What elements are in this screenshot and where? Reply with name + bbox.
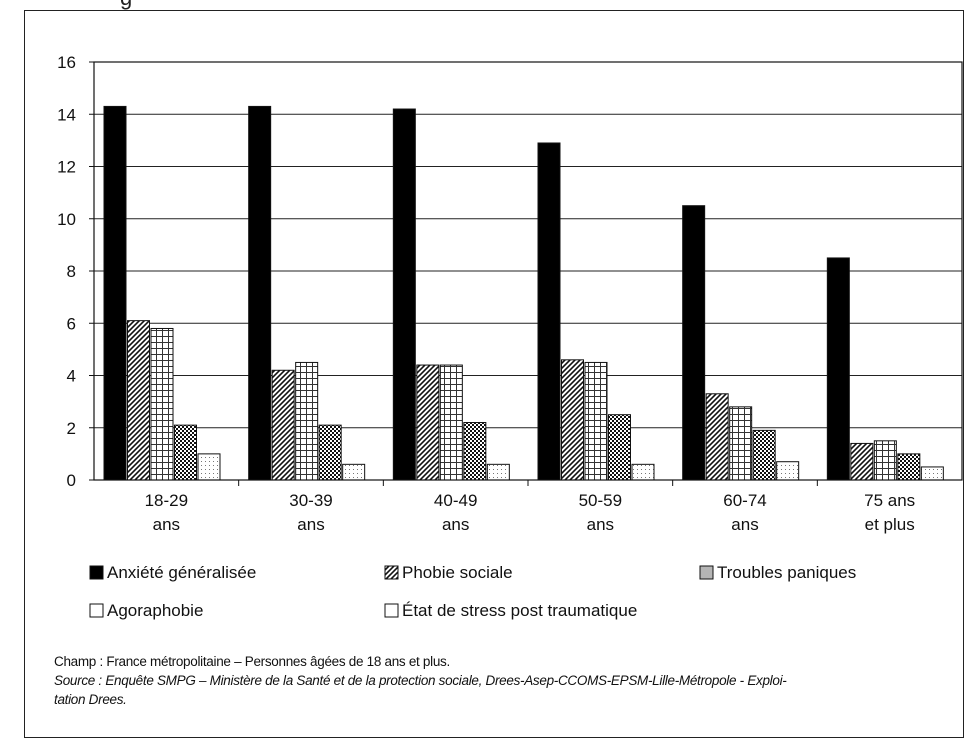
bar bbox=[103, 105, 127, 481]
y-tick-label: 8 bbox=[67, 262, 76, 281]
y-tick-label: 16 bbox=[57, 53, 76, 72]
x-tick-label: et plus bbox=[865, 515, 915, 534]
bar bbox=[897, 453, 921, 481]
bar bbox=[682, 205, 706, 481]
bar bbox=[705, 393, 729, 481]
bar bbox=[392, 108, 416, 481]
champ-note: Champ : France métropolitaine – Personne… bbox=[54, 654, 450, 669]
gridlines bbox=[94, 113, 962, 429]
bar bbox=[197, 453, 221, 481]
partial-title: g bbox=[120, 0, 132, 10]
bar bbox=[295, 361, 319, 481]
bar bbox=[729, 406, 753, 481]
bar bbox=[826, 257, 850, 481]
x-tick-label: 75 ans bbox=[864, 491, 915, 510]
bar bbox=[150, 327, 174, 481]
legend-swatch bbox=[384, 603, 399, 618]
x-tick-label: 30-39 bbox=[289, 491, 332, 510]
legend-label: État de stress post traumatique bbox=[402, 601, 637, 620]
legend-label: Troubles paniques bbox=[717, 563, 856, 582]
bar bbox=[127, 320, 150, 481]
x-tick-label: ans bbox=[442, 515, 469, 534]
y-tick-label: 4 bbox=[67, 367, 76, 386]
bar bbox=[920, 466, 944, 481]
bar bbox=[608, 414, 631, 481]
x-tick-label: ans bbox=[587, 515, 614, 534]
axes: 0 2 4 6 8 10 12 14 16 18-29 ans 30-39 ans 40-49 ans 50-… bbox=[57, 53, 963, 534]
y-tick-label: 2 bbox=[67, 419, 76, 438]
bar bbox=[850, 442, 874, 481]
legend-label: Agoraphobie bbox=[107, 601, 203, 620]
x-tick-label: ans bbox=[731, 515, 758, 534]
y-tick-label: 6 bbox=[67, 314, 76, 333]
x-tick-label: ans bbox=[153, 515, 180, 534]
source-note-line-1: Source : Enquête SMPG – Ministère de la … bbox=[54, 673, 787, 688]
x-tick-label: 60-74 bbox=[723, 491, 766, 510]
bar bbox=[248, 105, 272, 481]
figure-frame bbox=[24, 10, 964, 738]
bar bbox=[271, 369, 295, 481]
bars bbox=[103, 105, 944, 481]
legend-label: Anxiété généralisée bbox=[107, 563, 256, 582]
bar bbox=[486, 463, 510, 481]
y-tick-label: 10 bbox=[57, 210, 76, 229]
bar bbox=[561, 359, 584, 481]
bar bbox=[416, 364, 440, 481]
y-tick-label: 12 bbox=[57, 158, 76, 177]
x-tick-label: 40-49 bbox=[434, 491, 477, 510]
legend-swatch bbox=[89, 565, 104, 580]
x-tick-label: 50-59 bbox=[579, 491, 622, 510]
bar bbox=[318, 424, 342, 481]
source-note-line-2: tation Drees. bbox=[54, 692, 127, 707]
bar bbox=[174, 424, 197, 481]
legend-swatch bbox=[384, 565, 399, 580]
legend: Anxiété généralisée Phobie sociale Trouble… bbox=[89, 563, 856, 620]
figure-notes: Champ : France métropolitaine – Personne… bbox=[54, 652, 954, 709]
x-tick-label: ans bbox=[297, 515, 324, 534]
bar bbox=[776, 461, 800, 481]
bar bbox=[463, 422, 487, 481]
y-tick-label: 14 bbox=[57, 105, 76, 124]
bar bbox=[342, 463, 366, 481]
legend-swatch bbox=[699, 565, 714, 580]
legend-label: Phobie sociale bbox=[402, 563, 513, 582]
top-title-strip: g bbox=[0, 0, 970, 10]
bar bbox=[752, 429, 776, 481]
bar bbox=[537, 142, 561, 481]
y-tick-label: 0 bbox=[67, 471, 76, 490]
bar bbox=[584, 361, 608, 481]
x-tick-label: 18-29 bbox=[145, 491, 188, 510]
legend-swatch bbox=[89, 603, 104, 618]
bar bbox=[631, 463, 655, 481]
bar bbox=[873, 440, 897, 481]
bar bbox=[439, 364, 463, 481]
